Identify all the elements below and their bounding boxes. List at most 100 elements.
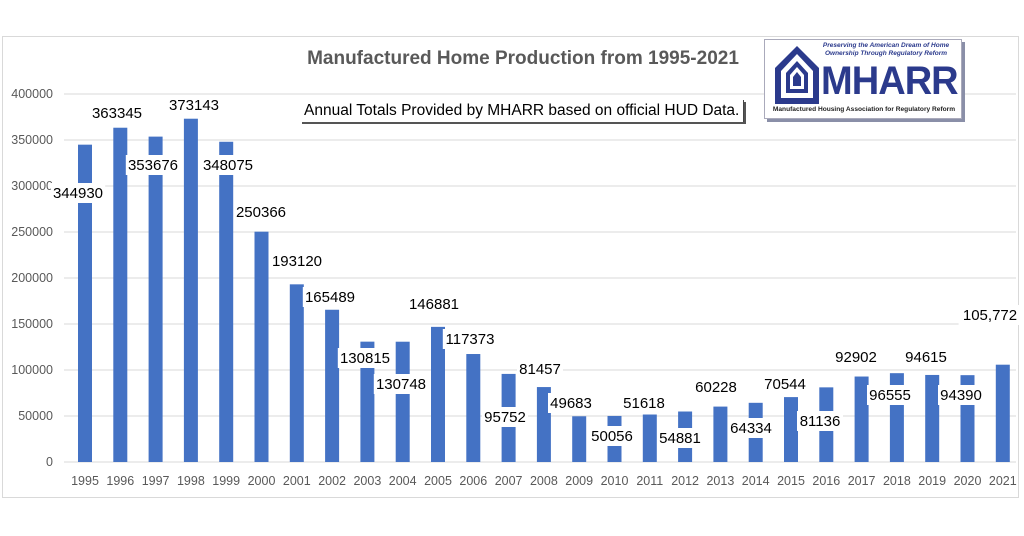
data-label-background [482,407,528,427]
data-label-background [406,294,462,314]
x-tick-label: 2008 [530,474,558,488]
data-label: 348075 [203,157,253,174]
data-label-background [269,251,325,271]
logo-full-name: Manufactured Housing Association for Reg… [772,106,956,113]
data-label: 146881 [409,296,459,313]
x-tick-label: 2012 [671,474,699,488]
data-label-background [233,202,289,222]
data-label: 165489 [305,289,355,306]
data-label: 49683 [550,395,592,412]
data-label: 50056 [591,428,633,445]
x-tick-label: 2019 [918,474,946,488]
x-tick-label: 2004 [389,474,417,488]
x-tick-label: 1997 [142,474,170,488]
data-label-background [337,348,393,368]
data-label-background [958,305,1022,325]
data-label: 130815 [340,350,390,367]
data-label-background [621,393,667,413]
y-tick-label: 50000 [18,409,53,423]
data-label: 70544 [764,376,806,393]
data-label: 363345 [92,105,142,122]
x-tick-label: 1995 [71,474,99,488]
bar [289,284,304,462]
data-label: 51618 [623,395,665,412]
logo-name: MHARR [821,59,959,103]
bar [113,127,128,463]
data-label: 105,772 [963,307,1017,324]
data-label-background [50,183,106,203]
x-tick-label: 2007 [495,474,523,488]
x-tick-label: 1999 [212,474,240,488]
data-label-background [938,385,984,405]
x-tick-label: 2003 [353,474,381,488]
bar [995,364,1010,462]
data-label: 64334 [730,420,772,437]
data-label: 95752 [484,409,526,426]
bar [784,397,798,462]
y-tick-label: 100000 [11,363,53,377]
bar [78,144,92,462]
chart-subtitle: Annual Totals Provided by MHARR based on… [300,100,745,122]
y-tick-label: 400000 [11,87,53,101]
data-label-background [589,426,635,446]
bar [854,376,869,462]
data-label-background [833,347,879,367]
y-tick-label: 0 [46,455,53,469]
data-label: 96555 [869,387,911,404]
data-label-background [517,359,563,379]
x-tick-label: 2006 [459,474,487,488]
bar [395,341,410,462]
bar [360,341,375,462]
data-label-background [797,411,843,431]
x-tick-label: 2017 [848,474,876,488]
data-label-background [373,374,429,394]
bar [925,374,940,462]
data-label: 117373 [446,331,495,348]
x-tick-label: 2002 [318,474,346,488]
bar [325,309,340,462]
data-label-background [693,377,739,397]
y-tick-label: 150000 [11,317,53,331]
x-tick-label: 2016 [812,474,840,488]
data-label-background [728,418,774,438]
chart-frame [2,36,1019,498]
x-tick-label: 2000 [248,474,276,488]
x-tick-label: 2005 [424,474,452,488]
data-label: 92902 [835,349,877,366]
data-label-background [89,103,145,123]
data-label: 344930 [53,185,103,202]
x-tick-label: 2009 [565,474,593,488]
logo-tagline: Preserving the American Dream of Home Ow… [822,42,950,57]
data-label: 81136 [800,413,841,430]
bar [254,231,269,462]
chart-title: Manufactured Home Production from 1995-2… [307,48,739,69]
data-label-background [762,374,808,394]
y-tick-label: 200000 [11,271,53,285]
x-tick-label: 2015 [777,474,805,488]
bar [642,414,657,462]
data-label: 60228 [695,379,737,396]
mharr-logo: Preserving the American Dream of Home Ow… [764,39,962,119]
bar [431,326,445,462]
data-label: 54881 [659,430,701,447]
data-label-background [657,428,703,448]
data-label-background [903,347,949,367]
x-tick-label: 2013 [706,474,734,488]
x-tick-label: 2001 [283,474,311,488]
data-label: 250366 [236,204,286,221]
data-label: 94390 [940,387,982,404]
x-tick-label: 2014 [742,474,770,488]
x-tick-label: 2021 [989,474,1017,488]
x-tick-label: 1998 [177,474,205,488]
bar [713,406,728,462]
bar [536,387,551,462]
data-label: 373143 [169,97,219,114]
data-label-background [166,95,222,115]
bar [148,136,163,462]
data-label: 353676 [128,157,178,174]
x-tick-label: 2018 [883,474,911,488]
x-tick-label: 1996 [106,474,134,488]
bar [183,118,198,463]
data-label-background [125,155,181,175]
